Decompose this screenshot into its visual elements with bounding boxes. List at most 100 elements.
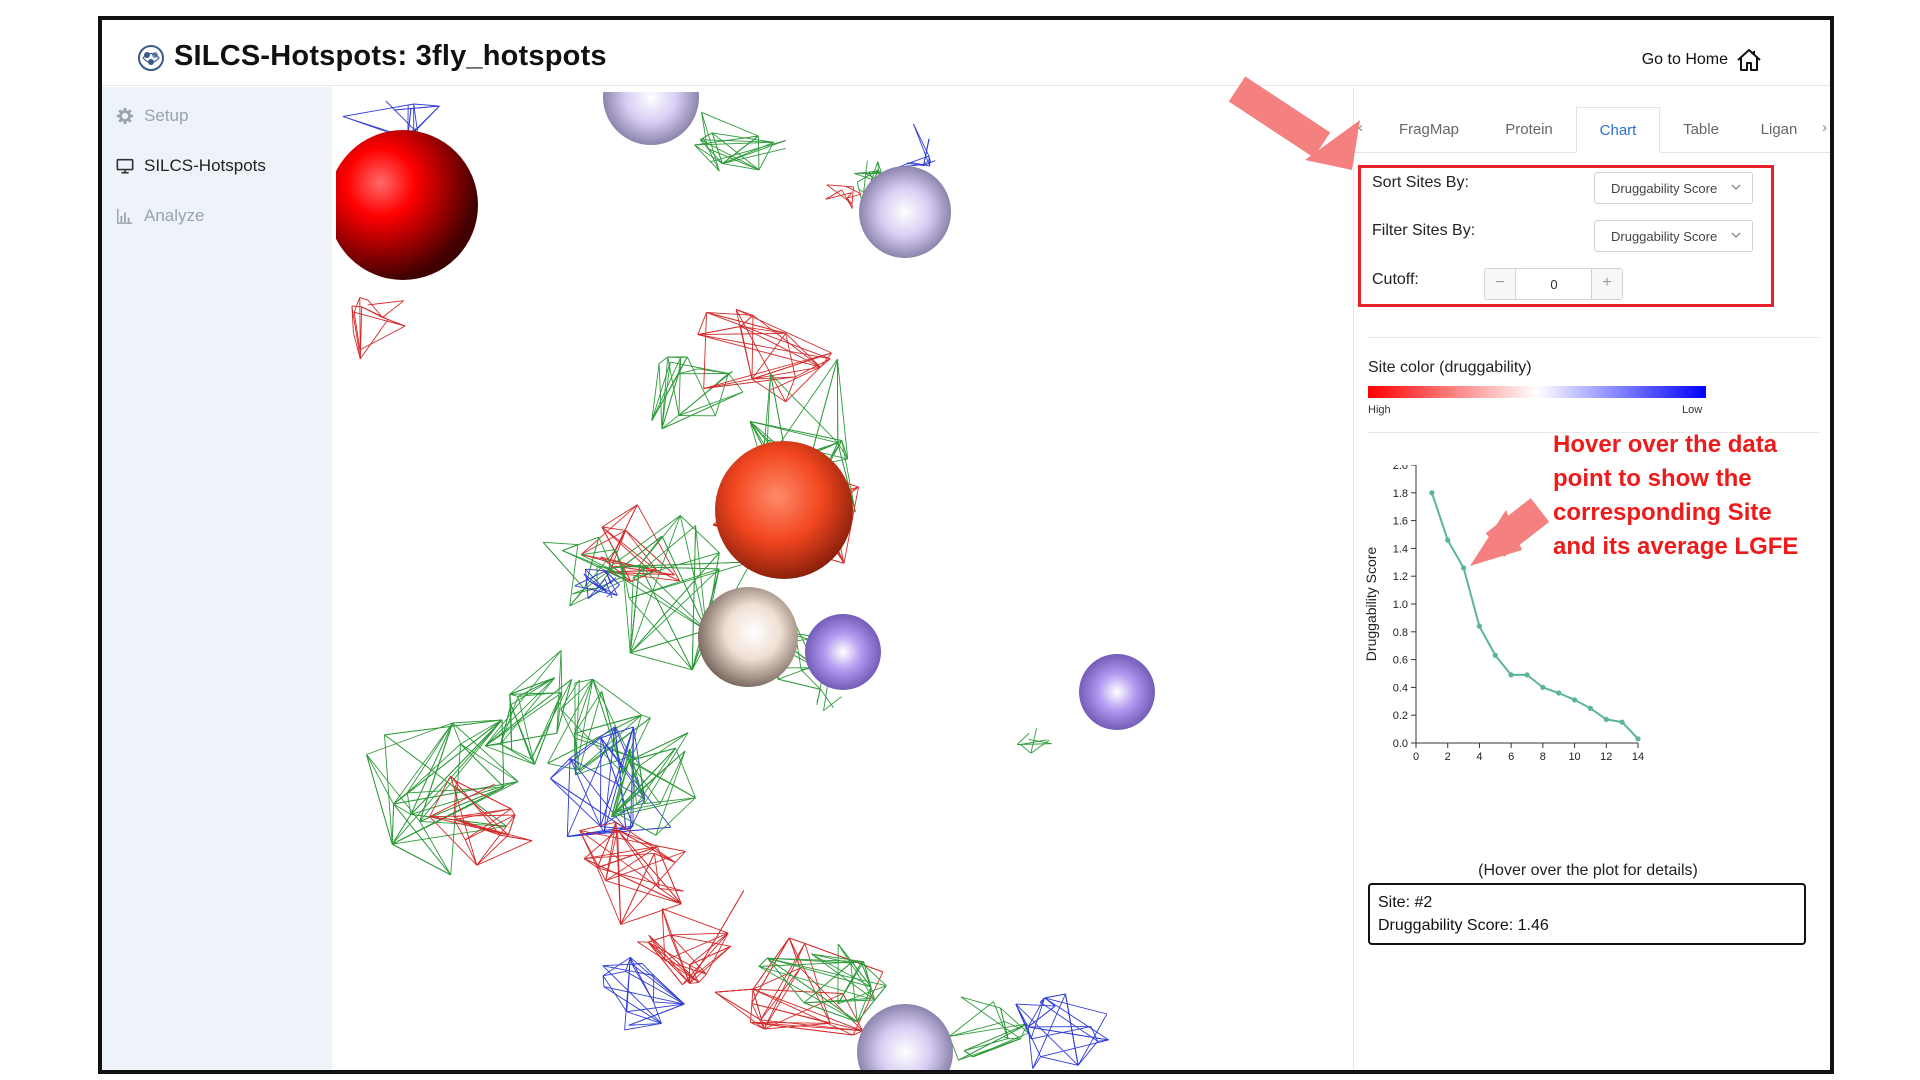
x-tick-label: 2 (1445, 751, 1451, 763)
mesh-edge (485, 745, 535, 765)
mesh-edge (384, 734, 507, 827)
sidebar-item-setup[interactable]: Setup (116, 101, 188, 131)
mesh-edge (845, 185, 862, 195)
mesh-edge (393, 792, 408, 805)
mesh-edge (453, 808, 512, 818)
data-point[interactable] (1619, 719, 1625, 725)
mesh-edge (549, 757, 571, 779)
mesh-edge (750, 1021, 863, 1032)
mesh-edge (604, 578, 613, 599)
mesh-edge (751, 376, 796, 380)
mesh-edge (579, 830, 686, 852)
mesh-edge (912, 162, 930, 167)
hotspot-sphere[interactable] (336, 130, 478, 280)
mesh-edge (617, 829, 660, 889)
hotspot-sphere[interactable] (715, 441, 853, 579)
mesh-edge (1044, 997, 1108, 1015)
tab-ligand[interactable]: Ligan (1760, 121, 1798, 138)
mesh-edge (611, 765, 640, 818)
mesh-edge (758, 957, 768, 967)
mesh-edge (597, 846, 658, 869)
data-point[interactable] (1492, 652, 1498, 658)
tab-chart[interactable]: Chart (1576, 107, 1660, 153)
mesh-edge (410, 719, 503, 815)
sort-select[interactable]: Druggability Score (1594, 172, 1753, 204)
x-tick-label: 10 (1568, 751, 1580, 763)
druggability-chart[interactable]: 0.0 0.2 0.4 0.6 0.8 1.0 1.2 1.4 1.6 1.8 2.0 0 2 4 6 8 10… (1354, 465, 1834, 865)
y-tick-label: 0.8 (1393, 627, 1408, 639)
cutoff-decrement-button[interactable]: − (1485, 269, 1516, 299)
tab-protein[interactable]: Protein (1505, 121, 1553, 138)
mesh-edge (751, 937, 790, 1004)
mesh-edge (601, 526, 650, 570)
tabs-prev-arrow[interactable]: ‹ (1358, 119, 1363, 136)
data-point[interactable] (1572, 697, 1578, 703)
annotation-callout: Hover over the data point to show the co… (1553, 431, 1799, 560)
mesh-edge (419, 821, 452, 876)
go-home-label: Go to Home (1641, 51, 1728, 68)
hotspot-sphere[interactable] (857, 1004, 953, 1074)
molecular-3d-viewer[interactable] (336, 92, 1352, 1074)
cutoff-increment-button[interactable]: + (1591, 269, 1622, 299)
mesh-edge (825, 192, 852, 200)
data-point[interactable] (1587, 705, 1593, 711)
filter-label: Filter Sites By: (1372, 222, 1476, 239)
sidebar-item-analyze[interactable]: Analyze (116, 201, 204, 231)
mesh-edge (701, 111, 759, 137)
mesh-edge (550, 778, 627, 830)
mesh-edge (670, 932, 729, 936)
mesh-edge (500, 743, 532, 760)
mesh-edge (452, 719, 503, 724)
data-point[interactable] (1635, 736, 1641, 742)
data-point[interactable] (1429, 490, 1435, 496)
data-point[interactable] (1540, 684, 1546, 690)
data-point[interactable] (1524, 672, 1530, 678)
mesh-edge (579, 821, 617, 832)
sidebar-item-silcs-hotspots[interactable]: SILCS-Hotspots (116, 151, 266, 181)
tab-fragmap[interactable]: FragMap (1398, 121, 1460, 138)
mesh-edge (722, 147, 786, 165)
mesh-edge (584, 852, 655, 860)
mesh-edge (644, 732, 689, 804)
mesh-edge (605, 880, 682, 905)
hotspot-sphere[interactable] (603, 92, 699, 145)
mesh-edge (452, 722, 519, 782)
mesh-edge (419, 719, 503, 822)
hotspot-sphere[interactable] (859, 166, 951, 258)
mesh-edge (632, 726, 646, 800)
data-point[interactable] (1556, 690, 1562, 696)
mesh-edge (429, 775, 451, 817)
filter-select[interactable]: Druggability Score (1594, 220, 1753, 252)
tabs-next-arrow[interactable]: › (1822, 119, 1827, 136)
right-panel: ‹ FragMap Protein Chart Table Ligan › So… (1353, 87, 1834, 1070)
mesh-edge (763, 967, 801, 1030)
data-point[interactable] (1603, 716, 1609, 722)
data-point[interactable] (1508, 672, 1514, 678)
go-home-link[interactable]: Go to Home (1642, 47, 1762, 73)
mesh-edge (581, 530, 626, 555)
tab-table[interactable]: Table (1683, 121, 1719, 138)
mesh-edge (740, 326, 753, 380)
filter-select-value: Druggability Score (1611, 229, 1718, 244)
mesh-edge (596, 821, 617, 868)
data-point[interactable] (1445, 537, 1451, 543)
mesh-edge (678, 391, 744, 417)
mesh-edge (614, 811, 657, 836)
hotspot-sphere[interactable] (698, 587, 798, 687)
mesh-edge (592, 678, 642, 716)
hotspot-sphere[interactable] (1079, 654, 1155, 730)
y-tick-label: 0.6 (1393, 655, 1408, 667)
data-point[interactable] (1476, 623, 1482, 629)
cutoff-input[interactable] (1517, 269, 1591, 299)
page-title: SILCS-Hotspots: 3fly_hotspots (174, 40, 607, 72)
mesh-edge (703, 352, 832, 389)
mesh-edge (958, 1038, 1021, 1061)
mesh-edge (763, 943, 806, 1030)
mesh-edge (574, 714, 642, 734)
hotspot-sphere[interactable] (805, 614, 881, 690)
mesh-edge (450, 743, 462, 875)
data-point[interactable] (1461, 565, 1467, 571)
mesh-edge (460, 719, 503, 745)
mesh-edge (569, 757, 646, 800)
mesh-edge (698, 368, 729, 374)
